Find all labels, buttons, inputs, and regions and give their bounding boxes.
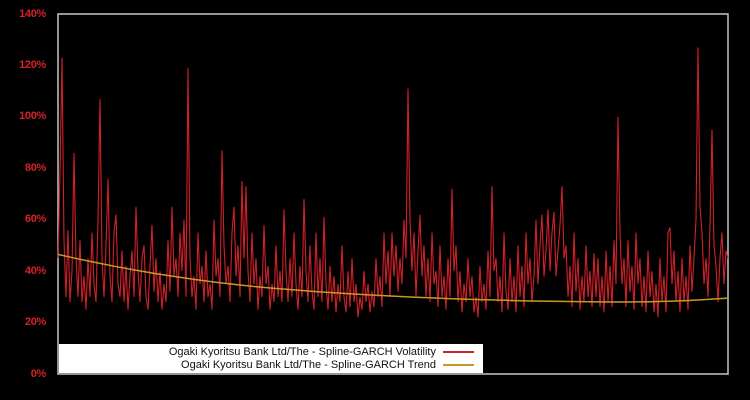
series-group	[57, 47, 729, 318]
y-tick-label: 100%	[19, 110, 46, 123]
volatility-series-line	[57, 47, 729, 318]
y-tick-label: 120%	[19, 58, 46, 71]
plot-frame	[57, 13, 729, 375]
trend-series-line	[57, 253, 729, 303]
legend-label-volatility: Ogaki Kyoritsu Bank Ltd/The - Spline-GAR…	[168, 346, 436, 358]
y-tick-label: 60%	[24, 213, 46, 226]
y-tick-label: 80%	[24, 161, 46, 174]
legend-row-trend: Ogaki Kyoritsu Bank Ltd/The - Spline-GAR…	[63, 359, 474, 372]
y-axis-labels: 0% 20% 40% 60% 80% 100% 120% 140%	[0, 0, 48, 400]
legend-label-trend: Ogaki Kyoritsu Bank Ltd/The - Spline-GAR…	[181, 359, 436, 371]
legend: Ogaki Kyoritsu Bank Ltd/The - Spline-GAR…	[59, 344, 483, 373]
y-tick-label: 40%	[24, 264, 46, 277]
trend-line-sample-icon	[443, 364, 474, 366]
y-tick-label: 20%	[24, 316, 46, 329]
y-tick-label: 0%	[30, 367, 47, 380]
y-tick-label: 140%	[19, 7, 46, 20]
legend-row-volatility: Ogaki Kyoritsu Bank Ltd/The - Spline-GAR…	[63, 346, 474, 359]
volatility-line-sample-icon	[443, 351, 474, 353]
